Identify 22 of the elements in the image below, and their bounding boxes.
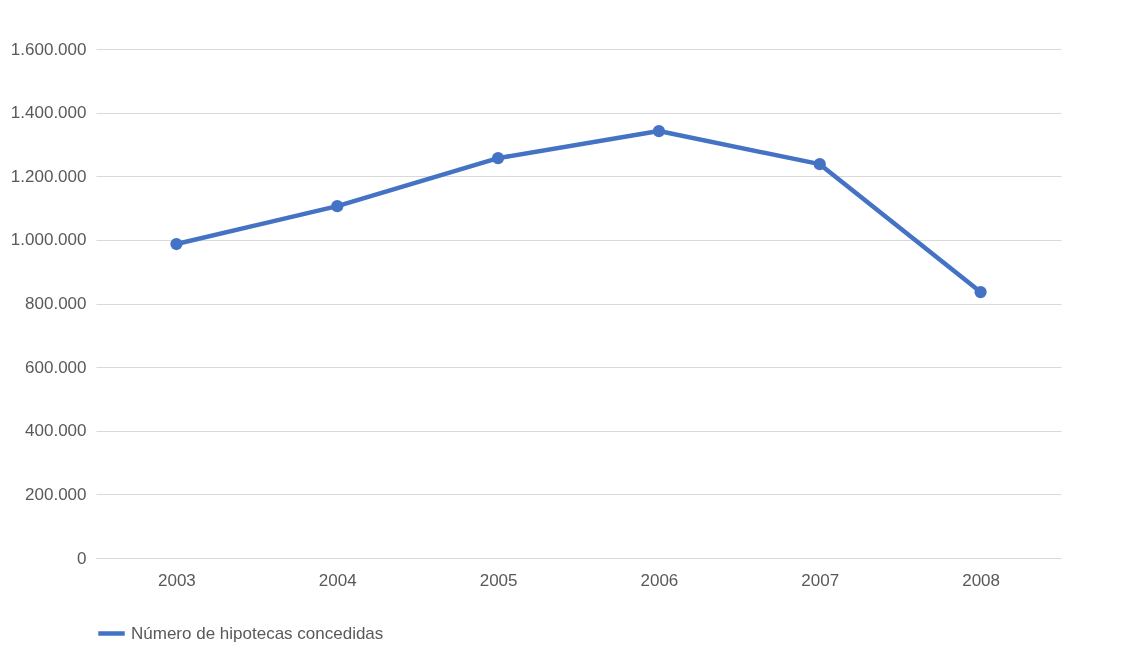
x-tick-label: 2004	[318, 570, 357, 590]
point	[331, 200, 344, 213]
point	[813, 158, 826, 171]
y-tick-label: 1.400.000	[10, 103, 87, 123]
y-tick-label: 1.200.000	[10, 166, 87, 186]
x-tick-label: 2006	[640, 570, 679, 590]
x-tick-label: 2005	[479, 570, 518, 590]
point	[974, 285, 987, 299]
y-tick-label: 0	[77, 548, 87, 568]
y-tick-label: 1.600.000	[10, 39, 87, 59]
y-tick-label: 800.000	[25, 294, 87, 313]
legend-label: Número de hipotecas concedidas	[131, 623, 384, 643]
y-tick-label: 200.000	[25, 484, 87, 504]
y-tick-label: 400.000	[25, 421, 87, 441]
x-tick-label: 2007	[801, 570, 840, 590]
point	[170, 237, 183, 251]
point	[491, 152, 505, 165]
x-tick-label: 2008	[962, 570, 1000, 590]
point	[652, 124, 666, 138]
x-tick-label: 2003	[158, 570, 196, 590]
y-tick-label: 600.000	[25, 357, 87, 377]
y-tick-label: 1.000.000	[10, 230, 87, 250]
